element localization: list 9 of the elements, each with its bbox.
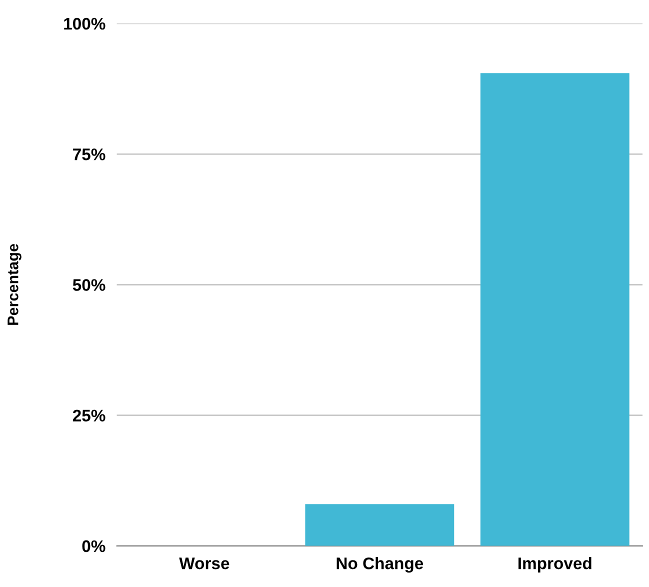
y-tick-label: 75% [73,148,106,160]
y-tick-label: 25% [72,410,106,422]
x-tick-label: No Change [336,557,424,573]
y-tick-label: 0% [82,540,106,552]
x-tick-label: Worse [179,558,230,570]
y-tick-label: 50% [72,279,106,291]
y-axis-title: Percentage [8,244,22,325]
y-tick-label: 100% [64,18,106,30]
x-tick-label: Improved [518,557,592,573]
